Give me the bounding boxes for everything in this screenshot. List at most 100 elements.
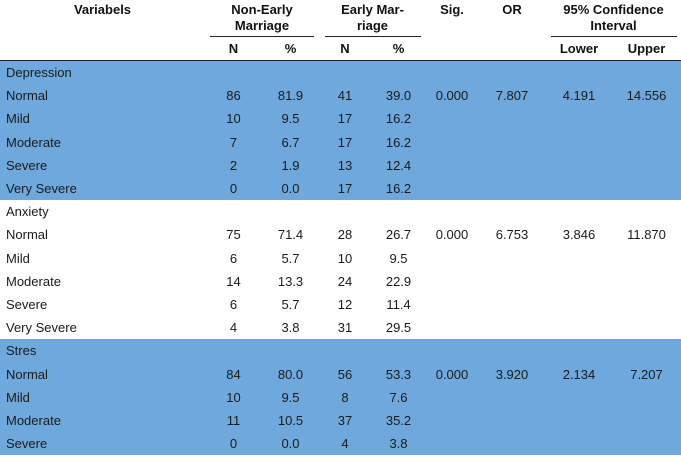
cell-p1: 1.9 xyxy=(262,153,319,178)
cell-n2: 41 xyxy=(319,84,371,108)
group-label: Depression xyxy=(0,60,681,85)
header-sig: Sig. xyxy=(440,2,464,17)
cell-n1: 0 xyxy=(205,432,262,456)
cell-p1: 81.9 xyxy=(262,84,319,108)
cell-n1: 11 xyxy=(205,409,262,433)
cell-p2: 16.2 xyxy=(371,177,426,201)
row-label: Mild xyxy=(0,385,205,410)
header-ci-label: 95% Confidence Interval xyxy=(550,2,677,37)
cell-p1: 9.5 xyxy=(262,107,319,131)
row-label: Severe xyxy=(0,293,205,317)
cell-sig: 0.000 xyxy=(426,84,478,108)
cell-sig: 0.000 xyxy=(426,223,478,247)
cell-n2: 56 xyxy=(319,362,371,386)
cell-n2: 10 xyxy=(319,246,371,270)
cell-n2: 37 xyxy=(319,409,371,433)
cell-n1: 84 xyxy=(205,362,262,386)
cell-empty xyxy=(426,177,681,201)
cell-p1: 5.7 xyxy=(262,246,319,270)
group-label: Anxiety xyxy=(0,200,681,224)
row-label: Normal xyxy=(0,223,205,247)
cell-p2: 29.5 xyxy=(371,316,426,340)
table-row: Normal 84 80.0 56 53.3 0.000 3.920 2.134… xyxy=(0,362,681,386)
group-row-depression: Depression xyxy=(0,60,681,85)
header-pct2: % xyxy=(371,38,426,61)
cell-n1: 6 xyxy=(205,293,262,317)
table-row: Normal 86 81.9 41 39.0 0.000 7.807 4.191… xyxy=(0,84,681,108)
cell-n1: 10 xyxy=(205,385,262,410)
row-label: Normal xyxy=(0,362,205,386)
row-label: Very Severe xyxy=(0,316,205,340)
row-label: Mild xyxy=(0,246,205,270)
table-row: Severe 6 5.7 12 11.4 xyxy=(0,293,681,317)
header-non-early-marriage: Non-Early Marriage xyxy=(205,0,319,38)
table-body: Depression Normal 86 81.9 41 39.0 0.000 … xyxy=(0,60,681,456)
cell-p1: 5.7 xyxy=(262,293,319,317)
row-label: Moderate xyxy=(0,409,205,433)
header-pct1: % xyxy=(262,38,319,61)
cell-empty xyxy=(426,107,681,131)
cell-n2: 17 xyxy=(319,107,371,131)
header-blank xyxy=(0,38,205,61)
cell-p2: 11.4 xyxy=(371,293,426,317)
table-row: Moderate 11 10.5 37 35.2 xyxy=(0,409,681,433)
group-row-stres: Stres xyxy=(0,339,681,363)
cell-n1: 0 xyxy=(205,177,262,201)
cell-empty xyxy=(426,269,681,294)
cell-p2: 3.8 xyxy=(371,432,426,456)
header-blank-or xyxy=(478,38,546,61)
row-label: Severe xyxy=(0,432,205,456)
cell-lower: 3.846 xyxy=(546,223,612,247)
cell-n1: 75 xyxy=(205,223,262,247)
header-ci: 95% Confidence Interval xyxy=(546,0,681,38)
cell-p2: 39.0 xyxy=(371,84,426,108)
cell-empty xyxy=(426,130,681,154)
group-row-anxiety: Anxiety xyxy=(0,200,681,224)
row-label: Mild xyxy=(0,107,205,131)
cell-p1: 6.7 xyxy=(262,130,319,154)
cell-empty xyxy=(426,432,681,456)
cell-p2: 16.2 xyxy=(371,130,426,154)
cell-empty xyxy=(426,409,681,433)
header-n1: N xyxy=(205,38,262,61)
cell-p1: 3.8 xyxy=(262,316,319,340)
cell-n2: 17 xyxy=(319,130,371,154)
cell-n1: 14 xyxy=(205,269,262,294)
table-row: Mild 6 5.7 10 9.5 xyxy=(0,246,681,270)
cell-n1: 6 xyxy=(205,246,262,270)
row-label: Normal xyxy=(0,84,205,108)
cell-upper: 7.207 xyxy=(612,362,681,386)
group-label: Stres xyxy=(0,339,681,363)
cell-p1: 0.0 xyxy=(262,177,319,201)
row-label: Moderate xyxy=(0,130,205,154)
cell-n2: 8 xyxy=(319,385,371,410)
cell-p1: 10.5 xyxy=(262,409,319,433)
header-n2: N xyxy=(319,38,371,61)
header-blank-sig xyxy=(426,38,478,61)
cell-n1: 2 xyxy=(205,153,262,178)
cell-lower: 2.134 xyxy=(546,362,612,386)
table-row: Mild 10 9.5 8 7.6 xyxy=(0,385,681,410)
cell-n2: 13 xyxy=(319,153,371,178)
cell-empty xyxy=(426,246,681,270)
table-row: Moderate 7 6.7 17 16.2 xyxy=(0,130,681,154)
row-label: Very Severe xyxy=(0,177,205,201)
cell-n1: 10 xyxy=(205,107,262,131)
cell-p2: 16.2 xyxy=(371,107,426,131)
cell-n2: 24 xyxy=(319,269,371,294)
cell-p2: 22.9 xyxy=(371,269,426,294)
cell-upper: 14.556 xyxy=(612,84,681,108)
cell-p1: 0.0 xyxy=(262,432,319,456)
cell-p2: 9.5 xyxy=(371,246,426,270)
cell-n1: 7 xyxy=(205,130,262,154)
cell-p2: 26.7 xyxy=(371,223,426,247)
cell-p1: 71.4 xyxy=(262,223,319,247)
cell-empty xyxy=(426,153,681,178)
table-row: Mild 10 9.5 17 16.2 xyxy=(0,107,681,131)
cell-lower: 4.191 xyxy=(546,84,612,108)
header-lower: Lower xyxy=(546,38,612,61)
cell-upper: 11.870 xyxy=(612,223,681,247)
cell-n2: 31 xyxy=(319,316,371,340)
cell-or: 7.807 xyxy=(478,84,546,108)
cell-sig: 0.000 xyxy=(426,362,478,386)
